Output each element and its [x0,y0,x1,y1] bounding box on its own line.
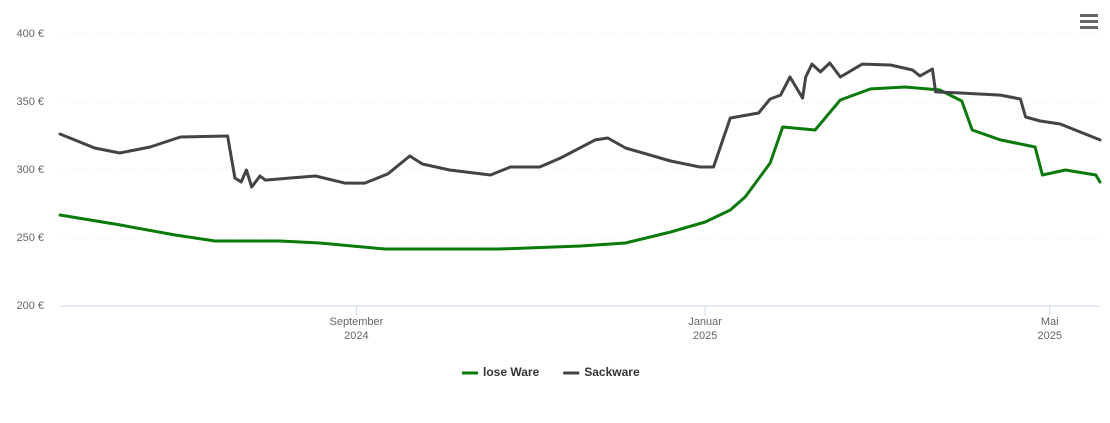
legend: lose Ware Sackware [462,365,640,379]
legend-item[interactable]: lose Ware [462,365,540,379]
legend-label: lose Ware [483,365,540,379]
series-line [58,85,1102,251]
menu-icon-bar [1080,26,1098,29]
y-tick-label: 350 € [16,96,44,108]
x-tick-label: Januar 2025 [688,316,722,342]
menu-button[interactable] [1080,14,1098,29]
y-tick-label: 400 € [16,28,44,40]
x-tick-label: September 2024 [329,316,384,342]
legend-item[interactable]: Sackware [563,365,640,379]
y-tick-label: 250 € [16,232,44,244]
x-tick-label: Mai 2025 [1037,316,1062,342]
menu-icon-bar [1080,20,1098,23]
series-line [58,61,1102,189]
y-tick-label: 200 € [16,300,44,312]
legend-label: Sackware [584,365,640,379]
y-tick-label: 300 € [16,164,44,176]
menu-icon-bar [1080,14,1098,17]
